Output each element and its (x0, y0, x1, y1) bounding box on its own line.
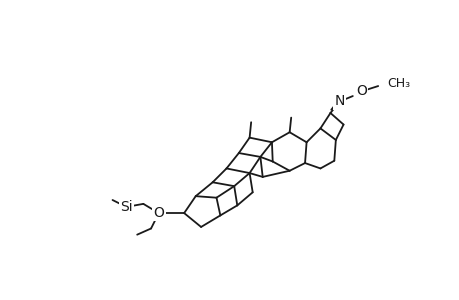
Text: Si: Si (120, 200, 133, 214)
Text: O: O (153, 206, 164, 220)
Text: CH₃: CH₃ (386, 77, 410, 90)
Text: O: O (355, 84, 366, 98)
Text: N: N (334, 94, 344, 108)
